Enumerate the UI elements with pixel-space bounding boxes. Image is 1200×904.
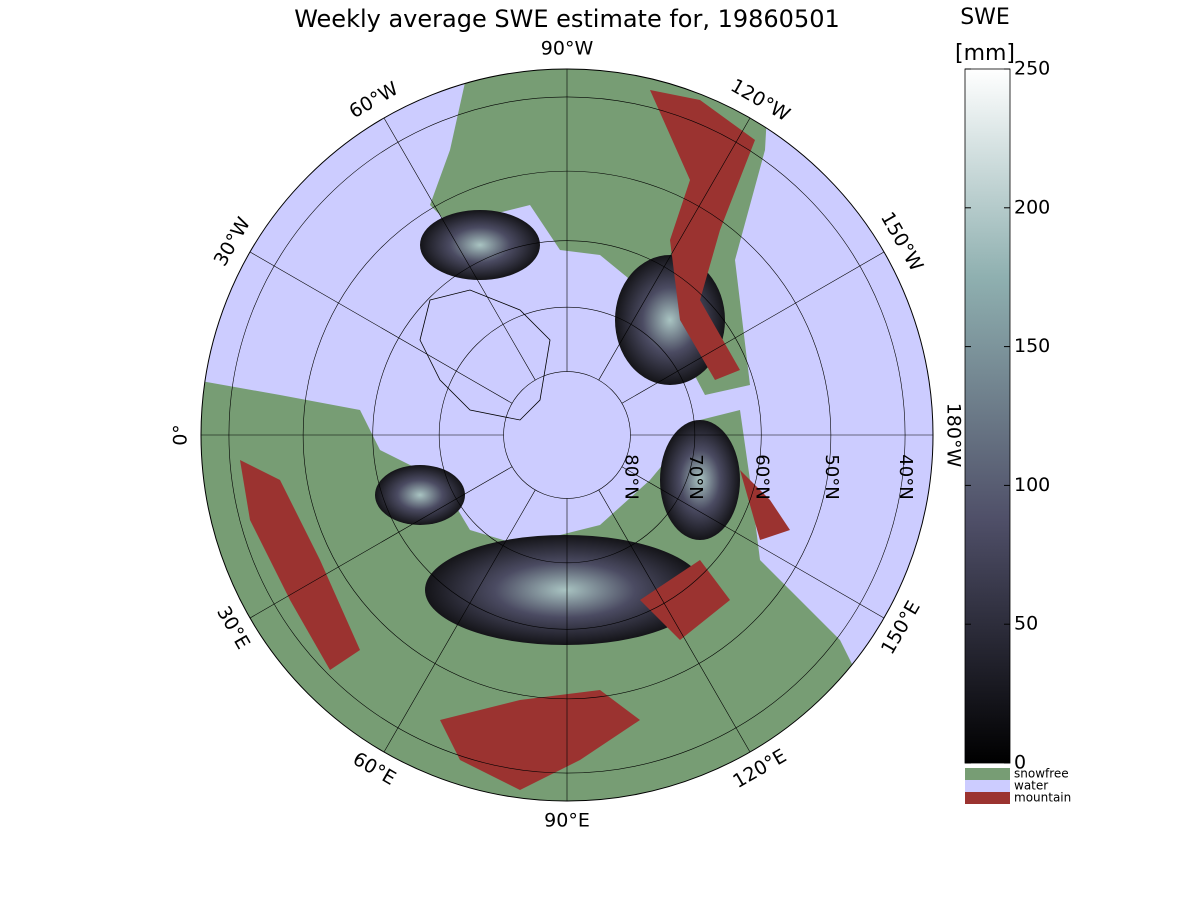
title: Weekly average SWE estimate for, 1986050… xyxy=(294,5,840,33)
snow xyxy=(660,420,740,540)
graticule xyxy=(201,69,933,801)
legend-label: water xyxy=(1014,779,1048,793)
meridian xyxy=(383,117,536,381)
meridian xyxy=(621,251,885,404)
colorbar-label: SWE xyxy=(960,5,1010,30)
meridian xyxy=(249,251,513,404)
longitude-label: 0° xyxy=(170,424,192,446)
map-area xyxy=(201,69,933,801)
colorbar-tick-label: 250 xyxy=(1014,58,1050,80)
longitude-label: 90°E xyxy=(544,810,590,832)
legend-swatch xyxy=(965,792,1010,804)
snow xyxy=(375,465,465,525)
longitude-label: 90°W xyxy=(541,38,594,60)
meridian xyxy=(621,466,885,619)
legend-swatch xyxy=(965,768,1010,780)
snow xyxy=(420,210,540,280)
latitude-label: 40°N xyxy=(895,454,916,499)
meridian xyxy=(249,466,513,619)
latitude-label: 60°N xyxy=(751,454,772,499)
legend-label: mountain xyxy=(1014,791,1071,805)
meridian xyxy=(383,489,536,753)
colorbar-tick-label: 50 xyxy=(1014,613,1038,635)
colorbar-tick-label: 150 xyxy=(1014,335,1050,357)
longitude-label: 180°W xyxy=(943,403,965,468)
map-border xyxy=(200,68,934,802)
colorbar-tick-label: 200 xyxy=(1014,196,1050,218)
legend-label: snowfree xyxy=(1014,767,1069,781)
latitude-label: 50°N xyxy=(821,454,842,499)
colorbar xyxy=(964,68,1011,764)
colorbar-unit: [mm] xyxy=(955,41,1015,66)
legend-swatch xyxy=(965,780,1010,792)
greenland xyxy=(419,289,551,421)
mountains xyxy=(240,90,790,790)
meridian xyxy=(598,117,751,381)
colorbar-tick-label: 100 xyxy=(1014,474,1050,496)
colorbar-tick-label: 0 xyxy=(1014,752,1026,774)
latitude-label: 70°N xyxy=(685,454,706,499)
latitude-label: 80°N xyxy=(620,454,641,499)
meridian xyxy=(598,489,751,753)
snow xyxy=(425,535,705,645)
